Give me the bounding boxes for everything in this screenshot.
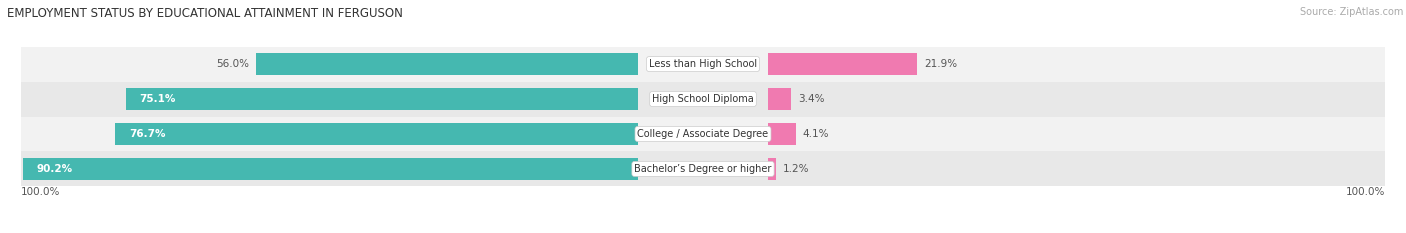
Text: Bachelor’s Degree or higher: Bachelor’s Degree or higher [634,164,772,174]
Text: 75.1%: 75.1% [139,94,176,104]
Text: Source: ZipAtlas.com: Source: ZipAtlas.com [1299,7,1403,17]
Bar [256,53,638,75]
Bar [768,88,792,110]
Bar [21,151,1385,186]
Text: 1.2%: 1.2% [783,164,810,174]
Text: Less than High School: Less than High School [650,59,756,69]
Text: High School Diploma: High School Diploma [652,94,754,104]
Bar [21,82,1385,116]
Bar [115,123,638,145]
Bar [768,53,917,75]
Bar [21,116,1385,151]
Text: 4.1%: 4.1% [803,129,830,139]
Text: 90.2%: 90.2% [37,164,73,174]
Text: 3.4%: 3.4% [797,94,824,104]
Text: 56.0%: 56.0% [217,59,249,69]
Text: College / Associate Degree: College / Associate Degree [637,129,769,139]
Bar [127,88,638,110]
Text: 76.7%: 76.7% [129,129,166,139]
Bar [768,123,796,145]
Text: 100.0%: 100.0% [1346,187,1385,197]
Text: 21.9%: 21.9% [924,59,957,69]
Bar [21,47,1385,82]
Text: 100.0%: 100.0% [21,187,60,197]
Bar [768,158,776,180]
Text: EMPLOYMENT STATUS BY EDUCATIONAL ATTAINMENT IN FERGUSON: EMPLOYMENT STATUS BY EDUCATIONAL ATTAINM… [7,7,404,20]
Bar [22,158,638,180]
